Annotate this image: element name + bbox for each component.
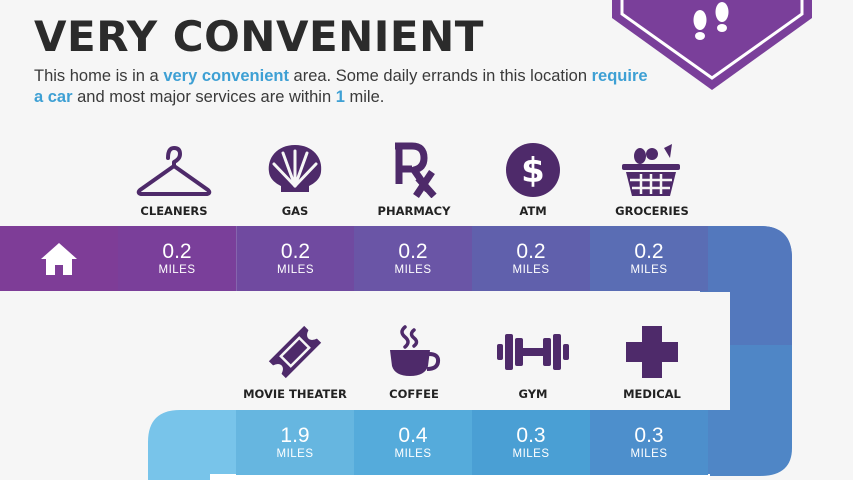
dollar-icon: $ bbox=[506, 143, 560, 197]
footprints-icon bbox=[693, 2, 729, 40]
distance-atm: 0.2 MILES bbox=[472, 226, 590, 291]
basket-icon bbox=[622, 144, 680, 196]
label-gas: GAS bbox=[281, 204, 309, 218]
distance-medical: 0.3 MILES bbox=[590, 410, 708, 475]
label-medical: MEDICAL bbox=[623, 387, 681, 401]
page-title: VERY CONVENIENT bbox=[34, 12, 484, 61]
description: This home is in a very convenient area. … bbox=[34, 67, 648, 106]
label-groceries: GROCERIES bbox=[615, 204, 689, 218]
distance-cleaners: 0.2 MILES bbox=[118, 226, 236, 291]
label-cleaners: CLEANERS bbox=[140, 204, 208, 218]
distance-pharmacy: 0.2 MILES bbox=[354, 226, 472, 291]
medical-cross-icon bbox=[626, 326, 678, 378]
distance-gym: 0.3 MILES bbox=[472, 410, 590, 475]
label-gym: GYM bbox=[518, 387, 548, 401]
label-coffee: COFFEE bbox=[389, 387, 439, 401]
label-atm: ATM bbox=[519, 204, 547, 218]
distance-gas: 0.2 MILES bbox=[236, 226, 354, 291]
coffee-cup-icon bbox=[390, 325, 441, 376]
distance-groceries: 0.2 MILES bbox=[590, 226, 708, 291]
svg-text:$: $ bbox=[521, 151, 545, 191]
hanger-icon bbox=[136, 146, 212, 196]
footprints-badge bbox=[612, 0, 812, 90]
home-segment bbox=[0, 226, 118, 291]
dumbbell-icon bbox=[497, 334, 569, 370]
distance-coffee: 0.4 MILES bbox=[354, 410, 472, 475]
label-movie-theater: MOVIE THEATER bbox=[243, 387, 347, 401]
distance-movie-theater: 1.9 MILES bbox=[236, 410, 354, 475]
ticket-icon bbox=[268, 325, 322, 379]
home-icon bbox=[41, 242, 77, 275]
rx-icon bbox=[395, 142, 437, 198]
shell-icon bbox=[268, 145, 322, 192]
label-pharmacy: PHARMACY bbox=[377, 204, 451, 218]
